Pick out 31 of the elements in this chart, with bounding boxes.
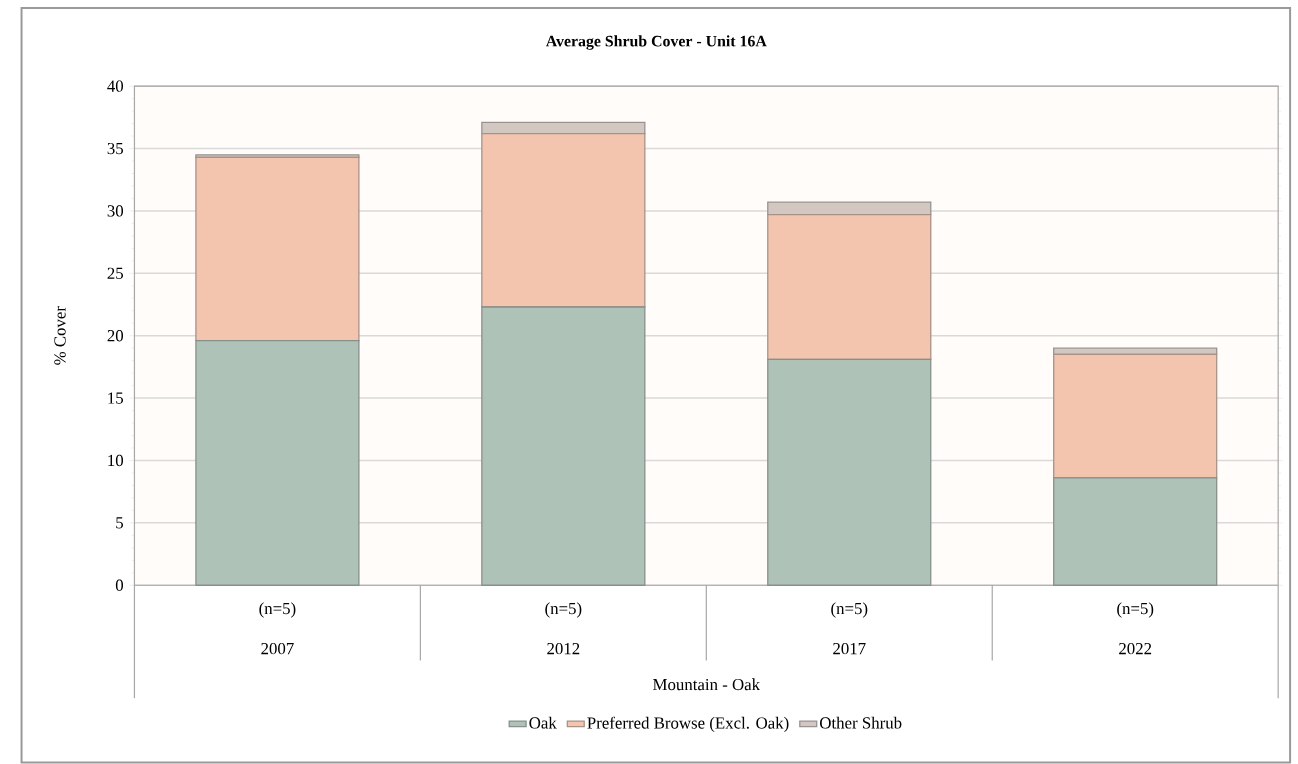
x-tick-label: 2007	[261, 642, 294, 655]
y-tick-label: 35	[107, 142, 124, 154]
y-tick-label: 10	[108, 454, 124, 466]
y-tick-label: 0	[115, 579, 124, 591]
text: (n=5)	[1117, 602, 1154, 618]
bar	[767, 213, 932, 360]
x-tick-label: 2017	[833, 642, 866, 655]
bar	[767, 358, 932, 586]
text: (n=5)	[259, 602, 296, 618]
y-tick-label: 5	[116, 517, 124, 529]
legend-label: Oak	[529, 716, 557, 729]
chart-title: Average Shrub Cover - Unit 16A	[545, 35, 767, 50]
y-tick-label: 15	[108, 392, 124, 404]
bar	[1053, 477, 1218, 586]
y-tick-label: 20	[107, 329, 124, 342]
legend-label: Preferred Browse (Excl. Oak)	[587, 716, 789, 732]
bar	[1053, 353, 1218, 479]
legend-label: Other Shrub	[820, 716, 902, 729]
bar	[195, 156, 360, 342]
x-axis-title: Mountain - Oak	[653, 678, 761, 690]
bar	[481, 306, 646, 586]
bar	[481, 132, 646, 308]
y-tick-label: 30	[107, 205, 124, 217]
text: (n=5)	[545, 602, 582, 618]
text: (n=5)	[831, 602, 868, 618]
x-tick-label: 2012	[547, 642, 580, 655]
y-tick-label: 40	[107, 80, 124, 92]
bar	[195, 339, 360, 586]
y-tick-label: 25	[107, 267, 124, 279]
x-tick-label: 2022	[1119, 642, 1152, 655]
y-axis-title: % Cover	[54, 305, 66, 365]
